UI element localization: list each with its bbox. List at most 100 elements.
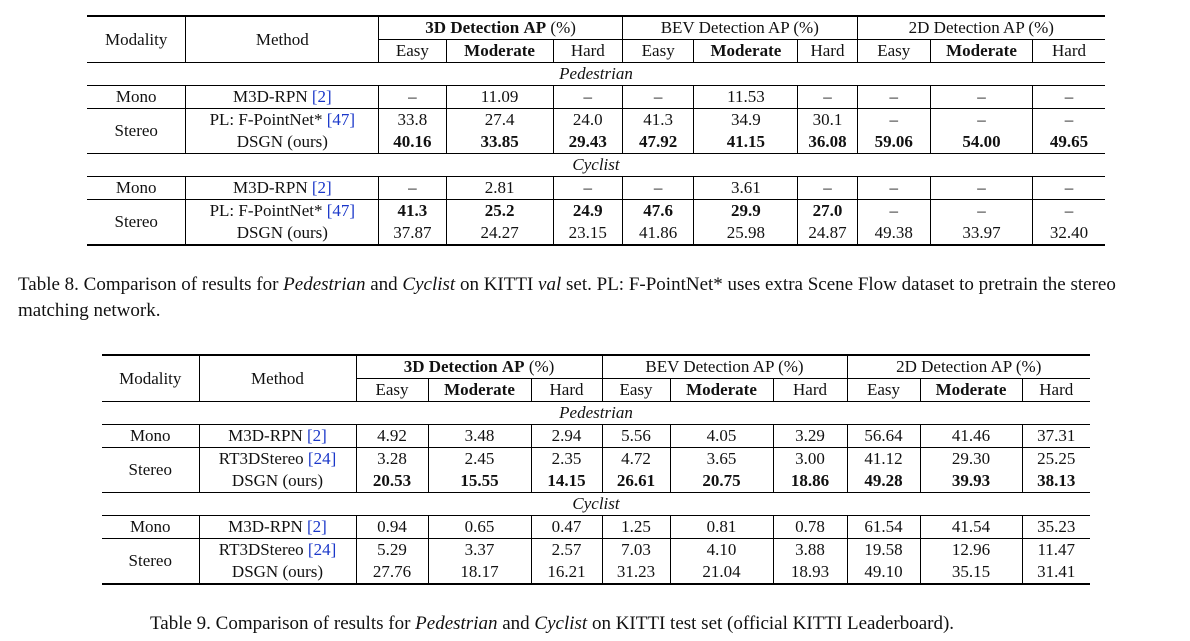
group-3d-label: 3D Detection — [403, 357, 498, 376]
value-cell: – — [1064, 110, 1074, 129]
value-cell: 3.88 — [773, 538, 848, 561]
value-cell: 54.00 — [930, 131, 1033, 154]
citation-link[interactable]: [2] — [307, 517, 327, 536]
value-cell: 11.09 — [445, 85, 554, 109]
method-label: PL: F-PointNet* — [209, 110, 323, 129]
value-cell: 26.61 — [616, 471, 656, 490]
table-row: Mono M3D-RPN [2] – 2.81 – – 3.61 – – – – — [87, 176, 1105, 200]
value-cell: 7.03 — [621, 540, 651, 559]
value-cell: 34.9 — [693, 108, 799, 131]
hard-header: Hard — [797, 39, 858, 63]
value-cell: 25.25 — [1037, 449, 1076, 468]
caption-text: Table 8. Comparison of results for — [18, 274, 284, 295]
value-cell: 11.53 — [693, 85, 799, 109]
group-2d-header: 2D Detection AP (%) — [847, 355, 1090, 379]
value-cell: 27.4 — [445, 108, 554, 131]
value-cell: 33.8 — [397, 110, 428, 129]
group-bev-header: BEV Detection AP (%) — [622, 16, 858, 40]
value-cell: 29.30 — [919, 447, 1023, 470]
method-cell: DSGN (ours) — [199, 470, 357, 493]
hard-header: Hard — [1039, 380, 1074, 399]
easy-header: Easy — [866, 380, 901, 399]
value-cell: 41.12 — [864, 449, 903, 468]
value-cell: 4.05 — [669, 424, 774, 448]
value-cell: 25.98 — [693, 222, 799, 245]
value-cell: 21.04 — [669, 561, 774, 584]
group-3d-header: 3D Detection AP (%) — [378, 16, 623, 40]
citation-link[interactable]: [47] — [326, 201, 356, 220]
value-cell: 4.92 — [377, 426, 407, 445]
method-header: Method — [199, 355, 357, 402]
value-cell: – — [889, 201, 899, 220]
table-row: DSGN (ours) 20.53 15.55 14.15 26.61 20.7… — [102, 470, 1090, 493]
value-cell: 0.81 — [669, 515, 774, 539]
value-cell: 0.94 — [377, 517, 407, 536]
citation-link[interactable]: [24] — [307, 540, 337, 559]
value-cell: 39.93 — [919, 470, 1023, 493]
value-cell: 2.35 — [531, 447, 603, 470]
table-row: Mono M3D-RPN [2] – 11.09 – – 11.53 – – –… — [87, 85, 1105, 109]
method-cell: PL: F-PointNet* [47] — [185, 108, 380, 131]
table-row: Mono M3D-RPN [2] 0.94 0.65 0.47 1.25 0.8… — [102, 515, 1090, 539]
hard-header: Hard — [531, 378, 603, 402]
method-cell: M3D-RPN [2] — [185, 176, 380, 200]
table-8-caption: Table 8. Comparison of results for Pedes… — [18, 272, 1178, 324]
value-cell: 41.46 — [919, 424, 1023, 448]
table-row: Stereo RT3DStereo [24] 3.28 2.45 2.35 4.… — [102, 447, 1090, 493]
value-cell: 1.25 — [621, 517, 651, 536]
citation-link[interactable]: [2] — [307, 426, 327, 445]
method-cell: M3D-RPN [2] — [199, 424, 357, 448]
moderate-header: Moderate — [693, 39, 799, 63]
method-cell: RT3DStereo [24] — [199, 447, 357, 470]
value-cell: 3.37 — [427, 538, 532, 561]
value-cell: 4.10 — [669, 538, 774, 561]
section-cyclist: Cyclist — [572, 494, 620, 513]
method-label: M3D-RPN — [228, 517, 303, 536]
value-cell: – — [889, 178, 899, 197]
modality-cell: Stereo — [87, 108, 187, 154]
caption-text: set. PL: F-PointNet* uses extra Scene Fl… — [18, 274, 1116, 321]
value-cell: – — [553, 85, 623, 109]
section-cyclist: Cyclist — [572, 155, 620, 174]
value-cell: 41.3 — [643, 110, 674, 129]
value-cell: 23.15 — [553, 222, 623, 245]
caption-text: Pedestrian — [415, 613, 498, 634]
easy-header: Easy — [375, 380, 409, 399]
value-cell: – — [930, 108, 1033, 131]
citation-link[interactable]: [2] — [311, 178, 332, 197]
table-row: Mono M3D-RPN [2] 4.92 3.48 2.94 5.56 4.0… — [102, 424, 1090, 448]
value-cell: 24.9 — [553, 199, 623, 222]
method-label: M3D-RPN — [232, 87, 308, 106]
value-cell: 0.78 — [773, 515, 848, 539]
value-cell: 14.15 — [531, 470, 603, 493]
caption-text: and — [365, 274, 403, 295]
caption-text: Table 9. Comparison of results for — [150, 613, 416, 634]
moderate-header: Moderate — [919, 378, 1023, 402]
citation-link[interactable]: [24] — [307, 449, 337, 468]
value-cell: 56.64 — [864, 426, 903, 445]
header-row-2: Easy Moderate Hard Easy Moderate Hard Ea… — [102, 378, 1090, 402]
value-cell: 19.58 — [864, 540, 903, 559]
value-cell: 2.94 — [531, 424, 603, 448]
citation-link[interactable]: [2] — [311, 87, 332, 106]
table-row: DSGN (ours) 37.87 24.27 23.15 41.86 25.9… — [87, 222, 1105, 245]
value-cell: – — [1064, 178, 1074, 197]
table-row: Stereo PL: F-PointNet* [47] 33.8 27.4 24… — [87, 108, 1105, 154]
caption-text: Cyclist — [402, 274, 456, 295]
modality-cell: Mono — [102, 515, 200, 539]
value-cell: 59.06 — [874, 132, 913, 151]
header-row-1: Modality Method 3D Detection AP (%) BEV … — [102, 355, 1090, 402]
value-cell: 4.72 — [621, 449, 651, 468]
value-cell: 31.41 — [1037, 562, 1076, 581]
citation-link[interactable]: [47] — [326, 110, 356, 129]
value-cell: 11.47 — [1037, 540, 1076, 559]
header-row-2: Easy Moderate Hard Easy Moderate Hard Ea… — [87, 39, 1105, 63]
value-cell: – — [408, 178, 417, 197]
value-cell: 31.23 — [616, 562, 656, 581]
modality-cell: Mono — [102, 424, 200, 448]
section-row: Pedestrian — [87, 62, 1105, 86]
modality-cell: Mono — [87, 85, 187, 109]
section-pedestrian: Pedestrian — [559, 64, 633, 83]
value-cell: 5.29 — [377, 540, 407, 559]
method-label: M3D-RPN — [232, 178, 308, 197]
